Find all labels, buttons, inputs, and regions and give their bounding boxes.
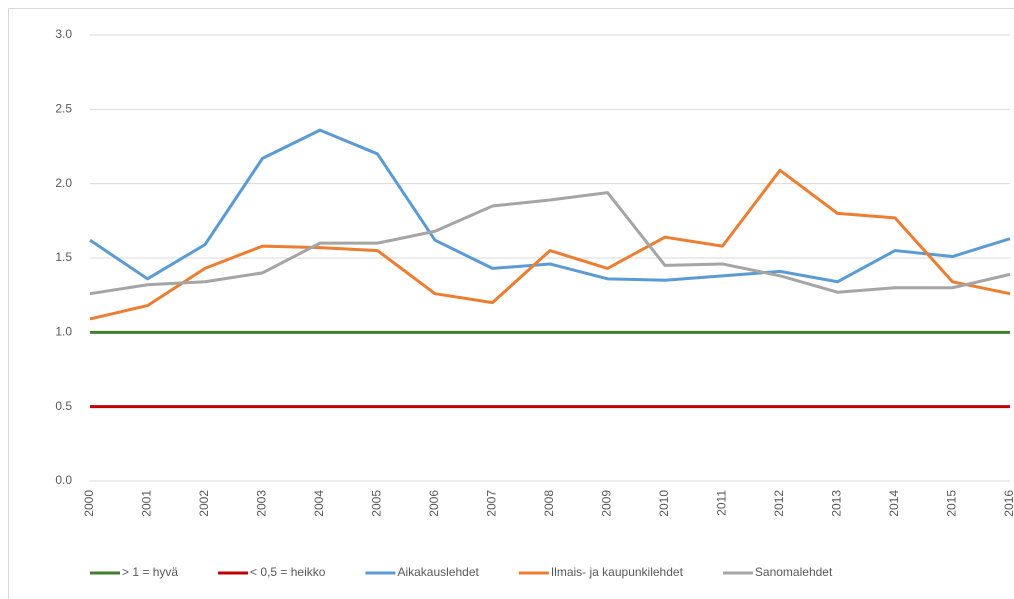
y-tick-label: 1.0 [55,325,72,339]
x-tick-label: 2001 [140,490,154,517]
y-tick-label: 2.5 [55,102,72,116]
legend-label: Ilmais- ja kaupunkilehdet [551,565,684,579]
x-tick-label: 2014 [887,490,901,517]
y-tick-label: 3.0 [55,27,72,41]
x-tick-label: 2003 [255,490,269,517]
series-line [89,168,1011,321]
x-tick-label: 2004 [312,490,326,517]
x-tick-label: 2007 [485,490,499,517]
series-line [89,128,1011,284]
legend-label: Sanomalehdet [755,565,833,579]
y-tick-label: 1.5 [55,250,72,264]
x-tick-label: 2012 [772,490,786,517]
legend-label: Aikakauslehdet [397,565,479,579]
x-tick-label: 2002 [197,490,211,517]
x-tick-label: 2011 [715,490,729,516]
x-tick-label: 2000 [82,490,96,517]
x-tick-label: 2006 [427,490,441,517]
y-tick-label: 0.0 [55,473,72,487]
x-tick-label: 2009 [600,490,614,517]
x-tick-label: 2016 [1002,490,1014,517]
series-line [89,191,1011,296]
legend-label: < 0,5 = heikko [250,565,326,579]
y-tick-label: 0.5 [55,399,72,413]
x-tick-label: 2010 [657,490,671,517]
y-tick-label: 2.0 [55,176,72,190]
x-tick-label: 2013 [830,490,844,517]
x-tick-label: 2008 [542,490,556,517]
chart-border [8,8,1014,599]
x-tick-label: 2015 [945,490,959,517]
legend-label: > 1 = hyvä [122,565,178,579]
x-tick-label: 2005 [370,490,384,517]
